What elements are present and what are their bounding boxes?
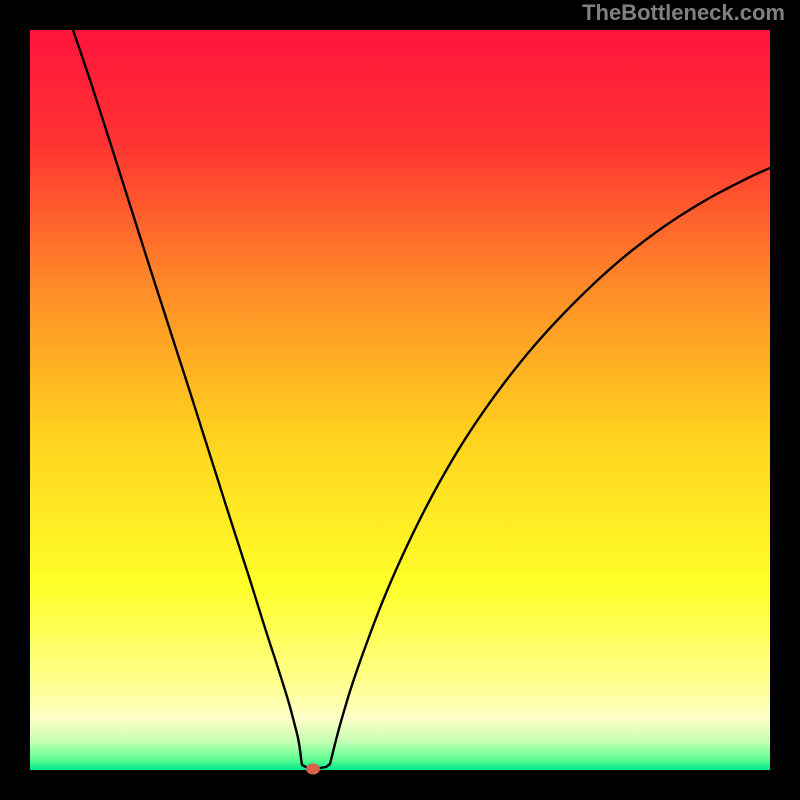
gradient-background <box>30 30 770 770</box>
chart-svg <box>30 30 770 770</box>
minimum-marker <box>306 764 320 775</box>
watermark-label: TheBottleneck.com <box>582 0 785 26</box>
plot-area <box>30 30 770 770</box>
